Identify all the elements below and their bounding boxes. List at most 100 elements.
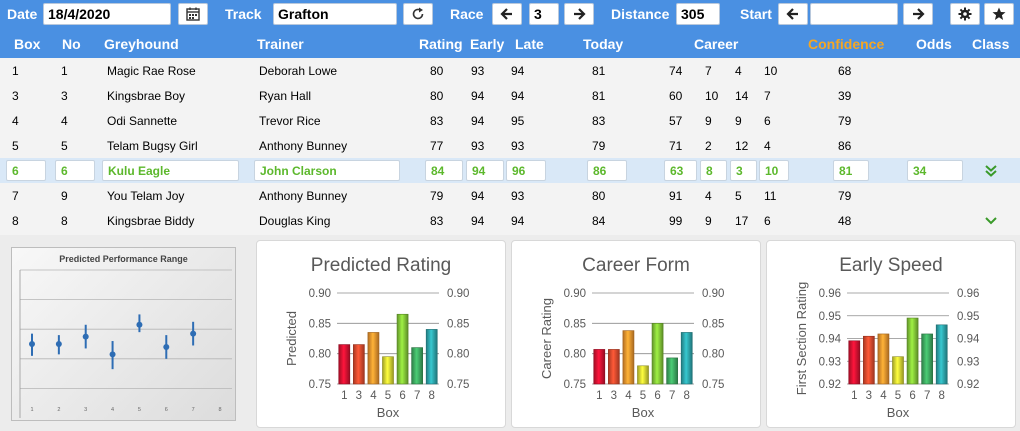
rating-cell: 80 [430, 64, 444, 78]
bar [935, 324, 948, 385]
start-prev-button[interactable] [778, 3, 808, 25]
col-greyhound[interactable]: Greyhound [104, 36, 179, 52]
x-tick-label: 8 [218, 407, 221, 413]
start-input[interactable] [810, 3, 898, 25]
chart-title: Early Speed [839, 255, 943, 276]
x-tick-label: 1 [341, 390, 347, 402]
race-input[interactable]: 3 [529, 3, 559, 25]
greyhound-cell[interactable]: Kulu Eagle [102, 160, 239, 181]
col-today[interactable]: Today [583, 36, 624, 52]
col-trainer[interactable]: Trainer [257, 36, 304, 52]
x-tick-label: 8 [939, 390, 945, 402]
career-seconds-cell: 5 [735, 189, 742, 203]
col-early[interactable]: Early [470, 36, 505, 52]
table-row-selected[interactable]: 6 6 Kulu Eagle John Clarson 84 94 96 86 … [0, 158, 1020, 183]
distance-input[interactable]: 305 [676, 3, 720, 25]
confidence-cell: 39 [838, 89, 852, 103]
col-confidence[interactable]: Confidence [808, 36, 885, 52]
career-seconds-cell: 4 [735, 64, 742, 78]
y-axis-label: Career Rating [539, 298, 554, 379]
chevron-down-icon[interactable] [984, 215, 998, 227]
rating-cell[interactable]: 84 [425, 160, 463, 181]
table-row[interactable]: 1 1 Magic Rae Rose Deborah Lowe 80 93 94… [0, 58, 1020, 83]
table-row[interactable]: 5 5 Telam Bugsy Girl Anthony Bunney 77 9… [0, 133, 1020, 158]
career-thirds-cell[interactable]: 10 [759, 160, 789, 181]
calendar-button[interactable] [178, 3, 208, 25]
table-row[interactable]: 8 8 Kingsbrae Biddy Douglas King 83 94 9… [0, 208, 1020, 233]
y-tick-label: 0.90 [564, 288, 586, 300]
bar [863, 335, 875, 385]
y-tick-label: 0.92 [819, 379, 841, 391]
race-prev-button[interactable] [492, 3, 522, 25]
box-cell: 5 [12, 139, 19, 153]
box-cell[interactable]: 6 [6, 160, 46, 181]
race-label: Race [450, 6, 484, 22]
arrow-left-icon [500, 8, 512, 20]
data-point [82, 333, 89, 340]
career-form-panel: Career Form 0.75 0.75 0.80 0.80 0.85 0.85 0.90… [511, 240, 761, 428]
x-tick-label: 6 [399, 390, 405, 402]
y-tick-label-right: 0.80 [447, 349, 469, 361]
career-wins-cell: 2 [705, 139, 712, 153]
early-cell[interactable]: 94 [466, 160, 504, 181]
bar [651, 323, 664, 385]
y-tick-label: 0.80 [309, 349, 331, 361]
col-rating[interactable]: Rating [419, 36, 463, 52]
late-cell[interactable]: 96 [506, 160, 546, 181]
early-cell: 94 [471, 189, 485, 203]
runner-table: 1 1 Magic Rae Rose Deborah Lowe 80 93 94… [0, 58, 1020, 235]
greyhound-cell: Odi Sannette [107, 114, 178, 128]
career-seconds-cell[interactable]: 3 [730, 160, 757, 181]
col-no[interactable]: No [62, 36, 81, 52]
early-cell: 94 [471, 214, 485, 228]
x-tick-label: 5 [895, 390, 901, 402]
x-tick-label: 7 [192, 407, 195, 413]
col-box[interactable]: Box [14, 36, 41, 52]
confidence-cell: 48 [838, 214, 852, 228]
career-starts-cell[interactable]: 63 [664, 160, 697, 181]
gear-icon [958, 7, 972, 21]
x-tick-label: 7 [924, 390, 930, 402]
today-cell: 83 [592, 114, 606, 128]
col-late[interactable]: Late [515, 36, 544, 52]
trainer-cell[interactable]: John Clarson [254, 160, 400, 181]
late-cell: 93 [511, 139, 525, 153]
arrow-right-icon [574, 8, 586, 20]
confidence-cell: 86 [838, 139, 852, 153]
bar [622, 330, 635, 385]
no-cell: 3 [61, 89, 68, 103]
data-point [136, 321, 143, 328]
start-next-button[interactable] [903, 3, 933, 25]
table-row[interactable]: 7 9 You Telam Joy Anthony Bunney 79 94 9… [0, 183, 1020, 208]
bar [338, 344, 351, 385]
no-cell[interactable]: 6 [55, 160, 95, 181]
odds-cell[interactable]: 34 [907, 160, 963, 181]
y-tick-label: 0.75 [564, 379, 586, 391]
table-row[interactable]: 4 4 Odi Sannette Trevor Rice 83 94 95 83… [0, 108, 1020, 133]
performance-range-plot: 1 2 3 4 5 6 7 8 [19, 269, 232, 418]
col-career[interactable]: Career [694, 36, 739, 52]
table-row[interactable]: 3 3 Kingsbrae Boy Ryan Hall 80 94 94 81 … [0, 83, 1020, 108]
career-wins-cell[interactable]: 8 [700, 160, 727, 181]
refresh-icon [412, 7, 424, 20]
today-cell: 79 [592, 139, 606, 153]
race-next-button[interactable] [564, 3, 594, 25]
double-chevron-down-icon[interactable] [984, 164, 998, 178]
early-cell: 94 [471, 89, 485, 103]
col-odds[interactable]: Odds [916, 36, 952, 52]
no-cell: 1 [61, 64, 68, 78]
late-cell: 93 [511, 189, 525, 203]
y-tick-label-right: 0.90 [702, 288, 724, 300]
today-cell[interactable]: 86 [587, 160, 627, 181]
refresh-button[interactable] [403, 3, 433, 25]
confidence-cell[interactable]: 81 [833, 160, 869, 181]
favourite-button[interactable] [984, 3, 1014, 25]
col-class[interactable]: Class [972, 36, 1010, 52]
x-tick-label: 4 [625, 390, 632, 402]
date-input[interactable]: 18/4/2020 [43, 3, 171, 25]
settings-button[interactable] [950, 3, 980, 25]
chart-title: Career Form [582, 255, 690, 276]
track-input[interactable]: Grafton [273, 3, 397, 25]
career-seconds-cell: 9 [735, 114, 742, 128]
x-tick-label: 3 [611, 390, 617, 402]
